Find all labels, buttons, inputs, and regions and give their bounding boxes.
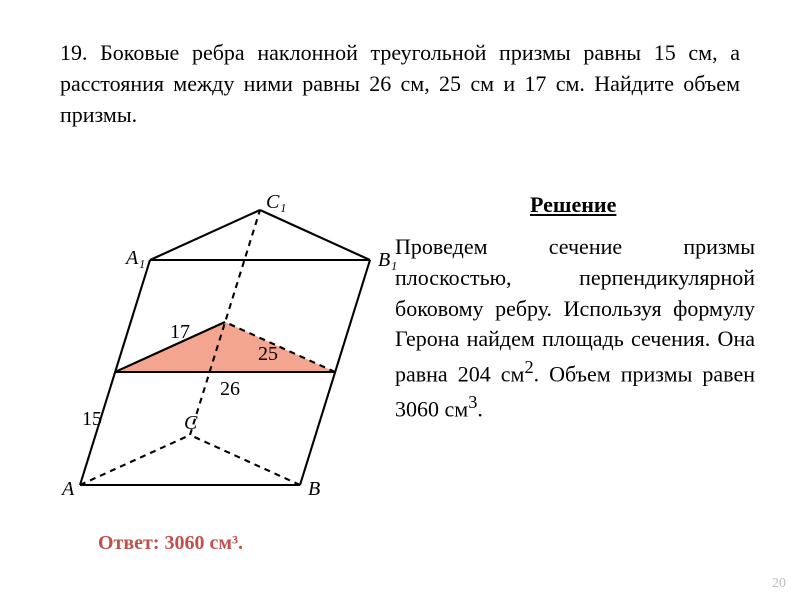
solution-text-2-end: .: [477, 397, 483, 422]
svg-text:25: 25: [258, 343, 278, 365]
svg-text:A: A: [60, 478, 75, 500]
svg-text:A₁: A₁: [124, 247, 145, 269]
answer-label: Ответ:: [98, 532, 160, 554]
solution-sup-2: 3: [468, 392, 477, 412]
svg-text:C: C: [184, 412, 198, 434]
answer-line: Ответ: 3060 см³.: [98, 532, 243, 555]
solution-body: Проведем сечение призмы плоскостью, перп…: [395, 232, 755, 425]
problem-number: 19.: [60, 40, 88, 65]
page-number: 20: [772, 576, 786, 592]
problem-statement: 19. Боковые ребра наклонной треугольной …: [60, 38, 740, 130]
svg-text:15: 15: [82, 408, 102, 430]
svg-text:C₁: C₁: [266, 191, 286, 213]
solution-sup-1: 2: [524, 357, 533, 377]
problem-text: Боковые ребра наклонной треугольной приз…: [60, 40, 740, 127]
diagram-svg: ABCA₁B₁C₁15172526: [40, 185, 390, 525]
prism-diagram: ABCA₁B₁C₁15172526: [40, 185, 390, 525]
svg-text:B: B: [308, 478, 320, 500]
solution-title: Решение: [530, 192, 616, 218]
svg-text:26: 26: [220, 378, 240, 400]
answer-value: 3060 см³.: [165, 532, 244, 554]
svg-text:17: 17: [170, 321, 190, 343]
